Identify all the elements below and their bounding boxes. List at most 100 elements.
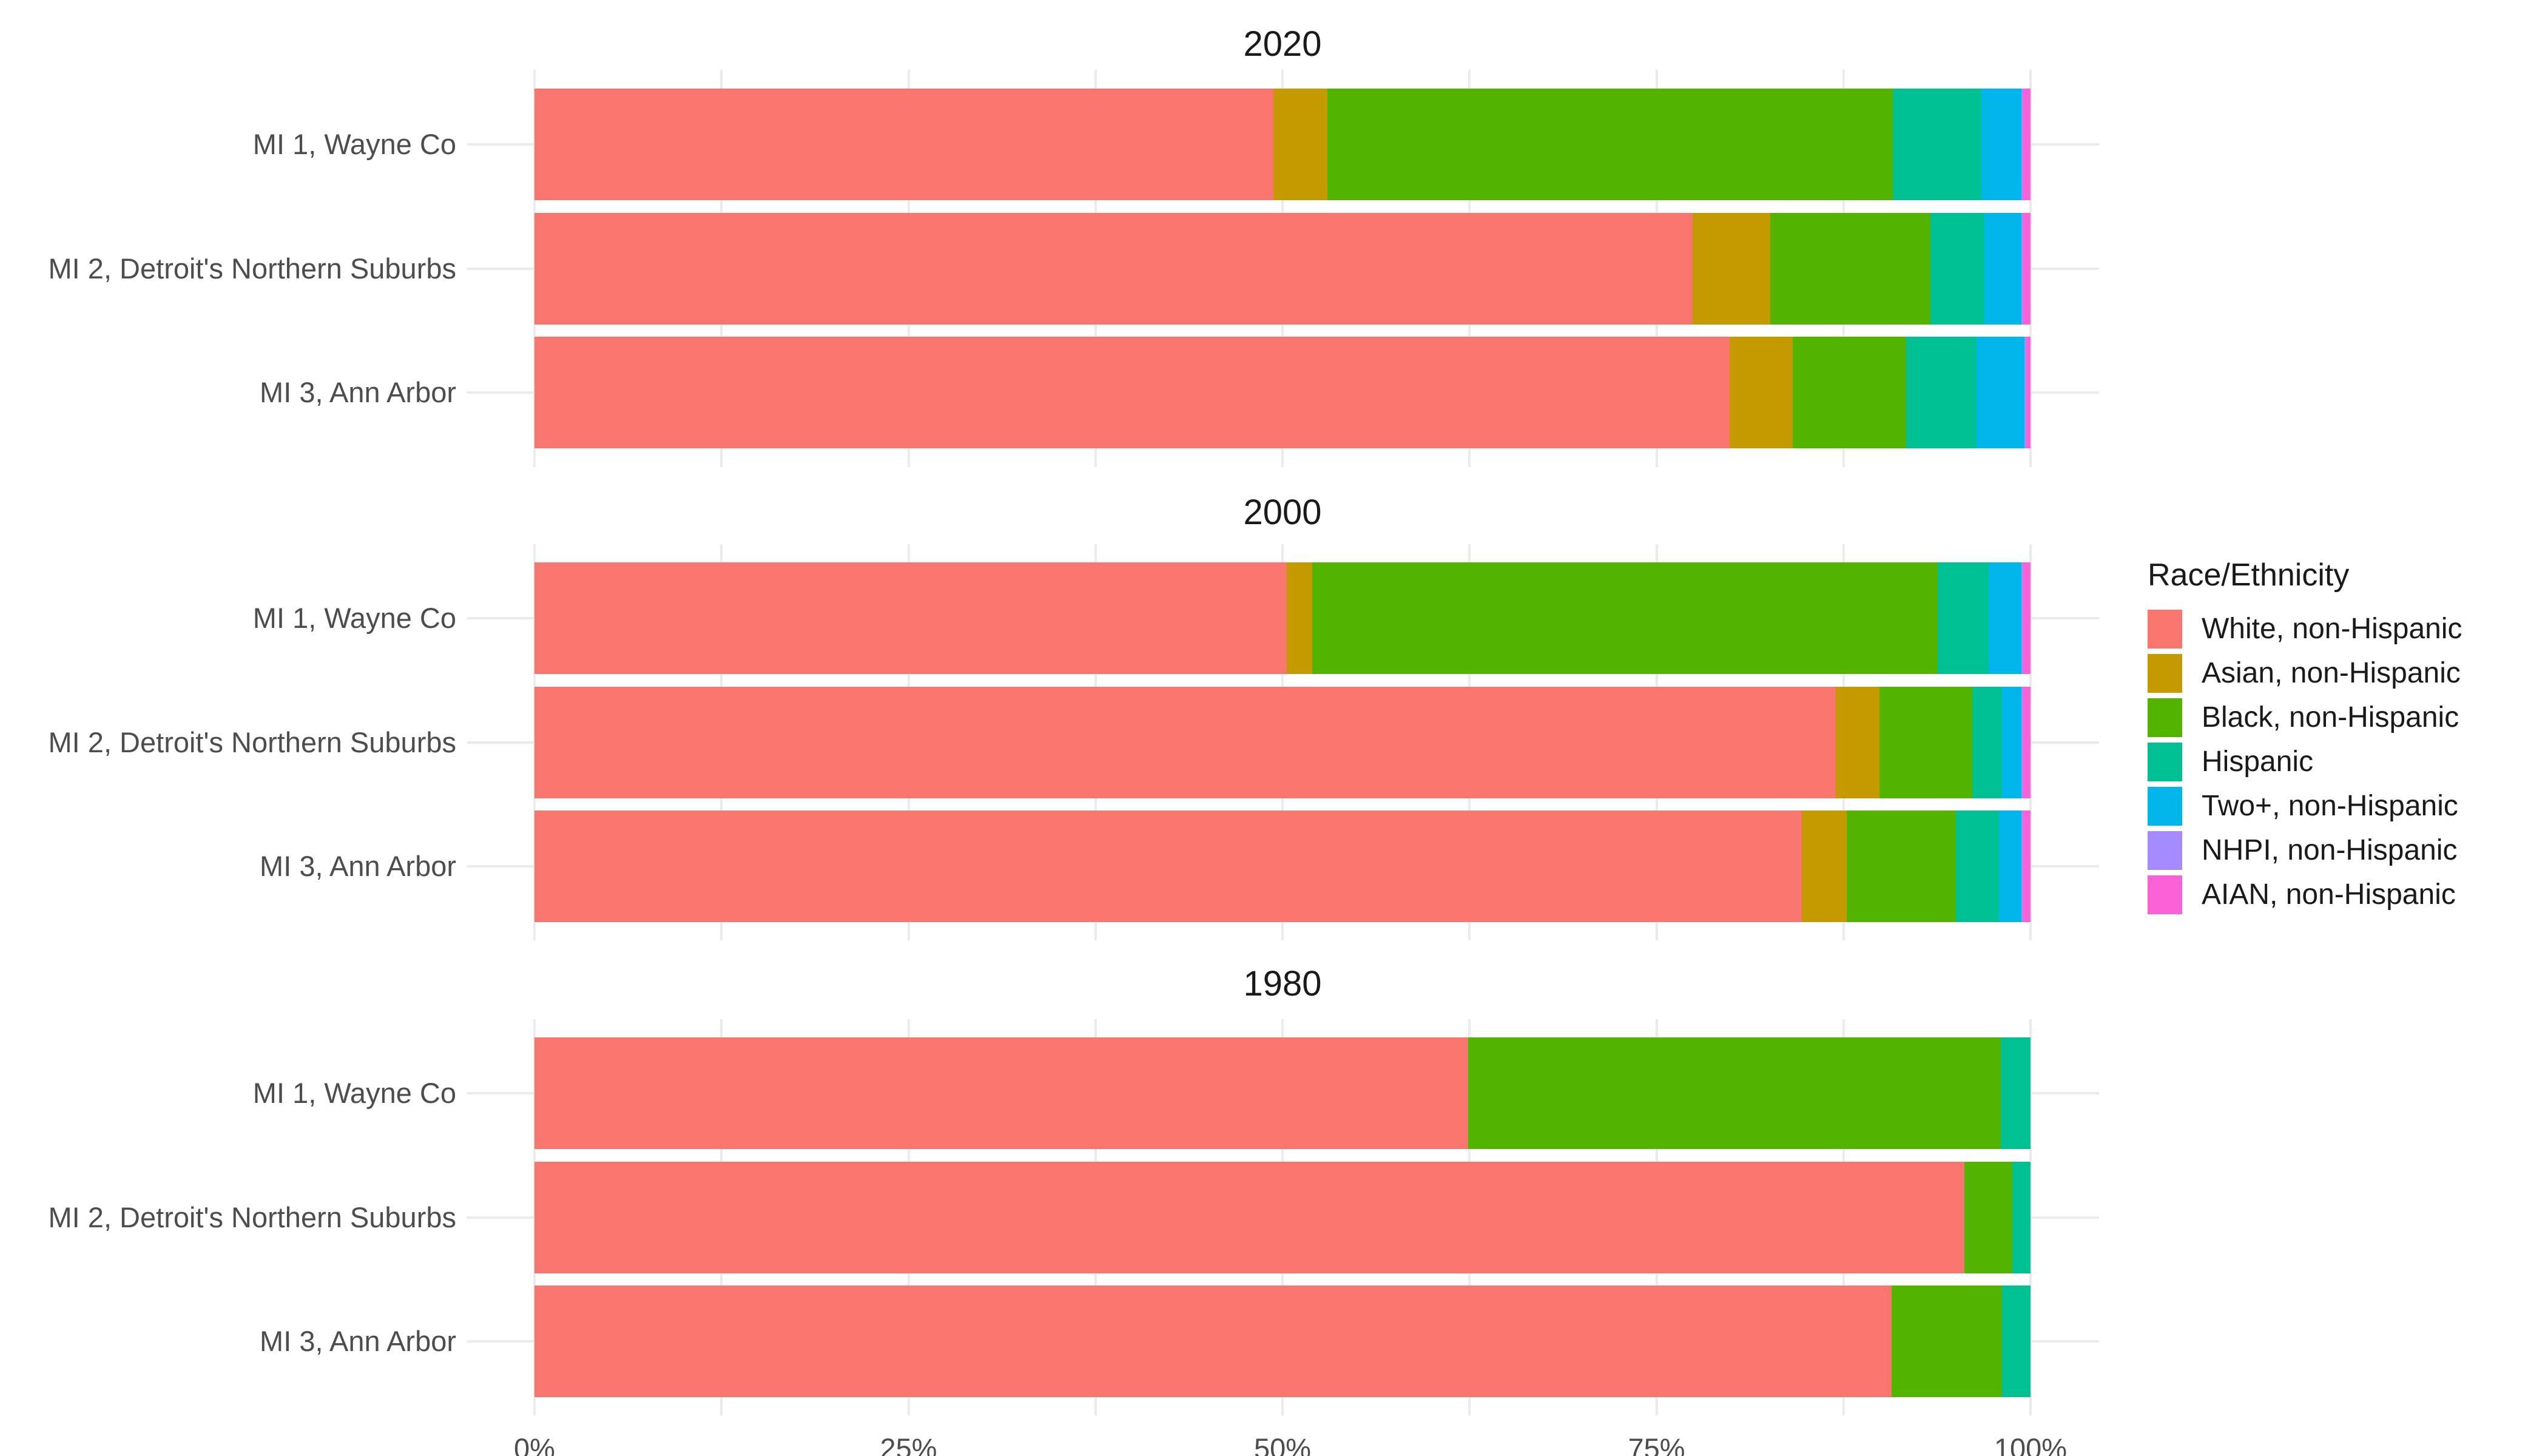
facet-title-2020: 2020 [1243,24,1322,64]
legend-label-black-non-hispanic: Black, non-Hispanic [2202,701,2459,733]
bar-segment-aian-non-hispanic [2023,810,2031,922]
bar-segment-white-non-hispanic [534,810,1802,922]
facet-title-2000: 2000 [1243,493,1322,532]
bar-segment-two-non-hispanic [1999,810,2022,922]
legend-label-two-non-hispanic: Two+, non-Hispanic [2202,790,2458,822]
bar-segment-black-non-hispanic [1891,1285,2003,1397]
legend-swatch-hispanic [2148,742,2182,781]
bar-mi-3-ann-arbor-2000 [534,810,2031,922]
bar-mi-2-detroit-s-northern-suburbs-2020 [534,212,2031,325]
legend-items: White, non-Hispanic Asian, non-Hispanic Bl… [2148,607,2536,917]
legend-item-two-non-hispanic: Two+, non-Hispanic [2148,784,2536,828]
bar-segment-white-non-hispanic [534,1161,1965,1273]
legend-label-asian-non-hispanic: Asian, non-Hispanic [2202,657,2461,689]
bar-segment-aian-non-hispanic [2023,562,2031,675]
legend-item-white-non-hispanic: White, non-Hispanic [2148,607,2536,651]
bar-segment-white-non-hispanic [534,1037,1468,1150]
x-axis-tick-label-0pct: 0% [514,1432,555,1456]
x-axis-tick-label-25pct: 25% [880,1432,937,1456]
bar-segment-black-non-hispanic [1964,1161,2013,1273]
bar-segment-black-non-hispanic [1312,562,1938,675]
bar-mi-1-wayne-co-2020 [534,88,2031,200]
bar-segment-white-non-hispanic [534,337,1730,449]
facet-panel-2000 [467,544,2099,940]
bar-segment-aian-non-hispanic [2026,337,2031,449]
bar-segment-aian-non-hispanic [2023,212,2031,325]
legend-label-white-non-hispanic: White, non-Hispanic [2202,613,2462,645]
bar-segment-two-non-hispanic [1984,212,2022,325]
legend-label-hispanic: Hispanic [2202,746,2314,778]
facet-title-1980: 1980 [1243,964,1322,1003]
bar-segment-white-non-hispanic [534,686,1836,798]
bar-segment-asian-non-hispanic [1273,88,1327,200]
bar-segment-nhpi-non-hispanic [2021,88,2023,200]
bar-mi-1-wayne-co-1980 [534,1037,2031,1150]
legend-item-asian-non-hispanic: Asian, non-Hispanic [2148,651,2536,695]
legend-swatch-aian-non-hispanic [2148,875,2182,914]
y-axis-label-mi-2-detroit-s-northern-suburbs: MI 2, Detroit's Northern Suburbs [48,726,456,758]
bar-segment-asian-non-hispanic [1692,212,1770,325]
legend-label-aian-non-hispanic: AIAN, non-Hispanic [2202,878,2456,911]
bar-segment-black-non-hispanic [1327,88,1893,200]
bar-segment-two-non-hispanic [1977,337,2025,449]
bar-segment-nhpi-non-hispanic [2021,686,2023,798]
bar-mi-2-detroit-s-northern-suburbs-2000 [534,686,2031,798]
bar-segment-asian-non-hispanic [1287,562,1313,675]
legend-item-hispanic: Hispanic [2148,740,2536,784]
legend-swatch-black-non-hispanic [2148,698,2182,737]
bar-segment-aian-non-hispanic [2023,88,2031,200]
legend-swatch-two-non-hispanic [2148,786,2182,826]
legend-label-nhpi-non-hispanic: NHPI, non-Hispanic [2202,834,2458,866]
legend-item-aian-non-hispanic: AIAN, non-Hispanic [2148,872,2536,917]
bar-segment-hispanic [1906,337,1977,449]
bar-segment-hispanic [2002,1285,2031,1397]
y-axis-label-mi-3-ann-arbor: MI 3, Ann Arbor [260,376,456,409]
bar-segment-white-non-hispanic [534,212,1693,325]
legend-title: Race/Ethnicity [2148,558,2350,593]
x-axis-tick-label-75pct: 75% [1628,1432,1685,1456]
bar-segment-black-non-hispanic [1770,212,1930,325]
legend: Race/Ethnicity White, non-Hispanic Asian,… [2148,557,2536,917]
y-axis-label-mi-2-detroit-s-northern-suburbs: MI 2, Detroit's Northern Suburbs [48,252,456,285]
bar-mi-2-detroit-s-northern-suburbs-1980 [534,1161,2031,1273]
bar-segment-black-non-hispanic [1468,1037,2001,1150]
bar-segment-hispanic [1930,212,1984,325]
bar-segment-asian-non-hispanic [1801,810,1847,922]
bar-segment-nhpi-non-hispanic [2021,212,2023,325]
bar-segment-hispanic [1972,686,2003,798]
bar-segment-hispanic [2000,1037,2031,1150]
legend-item-black-non-hispanic: Black, non-Hispanic [2148,695,2536,740]
bar-segment-two-non-hispanic [1981,88,2022,200]
bar-segment-asian-non-hispanic [1836,686,1879,798]
y-axis-label-mi-1-wayne-co: MI 1, Wayne Co [252,1077,456,1110]
facet-panel-2020 [467,70,2099,467]
bar-segment-two-non-hispanic [2002,686,2022,798]
bar-mi-3-ann-arbor-1980 [534,1285,2031,1397]
bar-segment-two-non-hispanic [1988,562,2022,675]
legend-swatch-nhpi-non-hispanic [2148,831,2182,870]
legend-swatch-asian-non-hispanic [2148,653,2182,693]
y-axis-label-mi-3-ann-arbor: MI 3, Ann Arbor [260,849,456,882]
bar-segment-white-non-hispanic [534,562,1287,675]
bar-segment-black-non-hispanic [1846,810,1956,922]
bar-segment-hispanic [2012,1161,2031,1273]
legend-swatch-white-non-hispanic [2148,609,2182,649]
legend-item-nhpi-non-hispanic: NHPI, non-Hispanic [2148,828,2536,872]
bar-segment-nhpi-non-hispanic [2024,337,2026,449]
y-axis-label-mi-1-wayne-co: MI 1, Wayne Co [252,602,456,635]
bar-mi-3-ann-arbor-2020 [534,337,2031,449]
bar-segment-asian-non-hispanic [1730,337,1793,449]
bar-segment-black-non-hispanic [1879,686,1972,798]
bar-segment-nhpi-non-hispanic [2021,810,2023,922]
bar-segment-hispanic [1955,810,2000,922]
bar-segment-nhpi-non-hispanic [2021,562,2023,675]
facet-panel-1980 [467,1019,2099,1415]
bar-segment-aian-non-hispanic [2023,686,2031,798]
y-axis-label-mi-3-ann-arbor: MI 3, Ann Arbor [260,1324,456,1357]
bar-mi-1-wayne-co-2000 [534,562,2031,675]
bar-segment-white-non-hispanic [534,1285,1892,1397]
x-axis-tick-label-50pct: 50% [1253,1432,1312,1456]
y-axis-label-mi-2-detroit-s-northern-suburbs: MI 2, Detroit's Northern Suburbs [48,1201,456,1233]
bar-segment-black-non-hispanic [1792,337,1907,449]
